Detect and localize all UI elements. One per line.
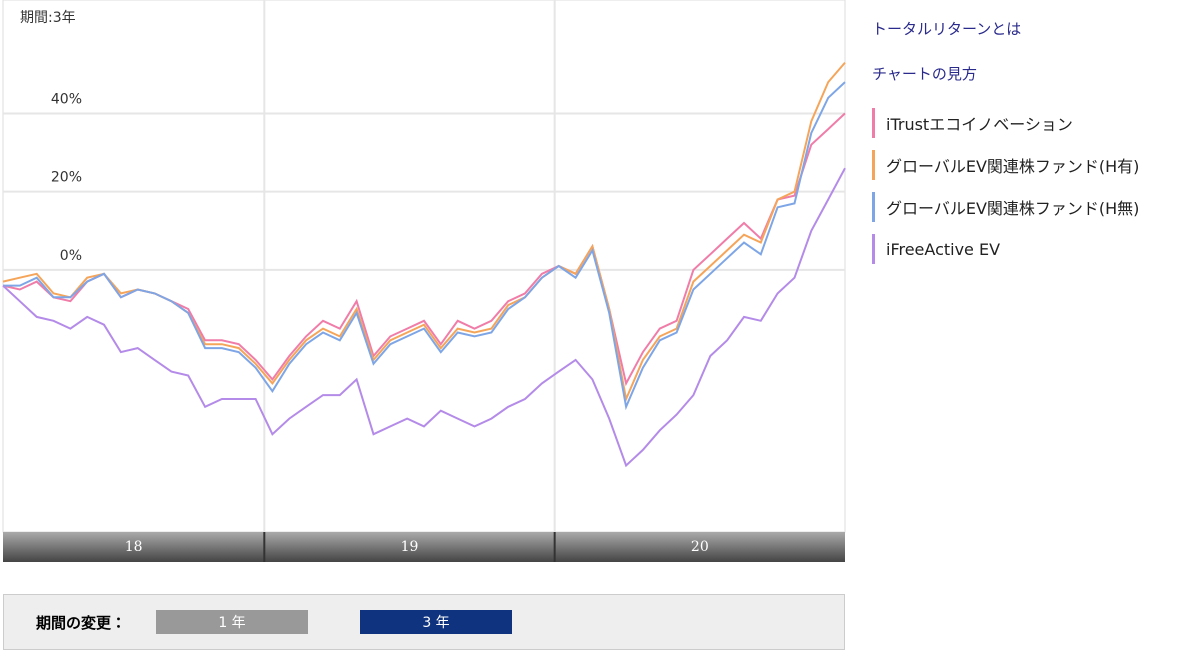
legend-label: iTrustエコイノベーション <box>886 115 1073 134</box>
link[interactable]: トータルリターンとは <box>872 20 1022 38</box>
legend-swatch <box>872 234 875 264</box>
series-line <box>2 167 846 468</box>
x-tick-label: 18 <box>125 539 143 555</box>
legend: iTrustエコイノベーショングローバルEV関連株ファンド(H有) グローバルEV… <box>872 108 1192 264</box>
side-panel: トータルリターンとは チャートの見方 iTrustエコイノベーショングローバルE… <box>872 18 1192 276</box>
link[interactable]: チャートの見方 <box>872 65 977 83</box>
legend-label: iFreeActive EV <box>886 239 1001 259</box>
legend-label: グローバルEV関連株ファンド(H無) <box>886 199 1140 218</box>
chart: 期間:3年 0% 20% 40% 18 19 20 <box>2 0 846 562</box>
period-label: 期間:3年 <box>20 10 76 26</box>
legend-entry: iFreeActive EV <box>872 234 1192 264</box>
legend-swatch <box>872 108 875 138</box>
legend-entry: グローバルEV関連株ファンド(H無) <box>872 192 1192 222</box>
period-selector: 期間の変更： 1 年 3 年 <box>3 594 845 650</box>
legend-entry: グローバルEV関連株ファンド(H有) <box>872 150 1192 180</box>
series-line <box>3 81 846 411</box>
y-tick-label: 0% <box>60 248 82 264</box>
legend-label: グローバルEV関連株ファンド(H有) <box>886 157 1140 176</box>
y-tick-label: 20% <box>51 170 82 186</box>
legend-swatch <box>872 192 875 222</box>
period-button[interactable]: 1 年 <box>156 610 308 634</box>
plot-area <box>2 0 846 533</box>
y-tick-label: 40% <box>51 91 82 107</box>
x-tick-label: 19 <box>401 539 419 555</box>
x-tick-label: 20 <box>691 539 709 555</box>
legend-entry: iTrustエコイノベーション <box>872 108 1192 138</box>
legend-swatch <box>872 150 875 180</box>
x-axis-band <box>3 532 845 562</box>
period-button[interactable]: 3 年 <box>360 610 512 634</box>
period-label: 期間の変更： <box>36 613 127 632</box>
